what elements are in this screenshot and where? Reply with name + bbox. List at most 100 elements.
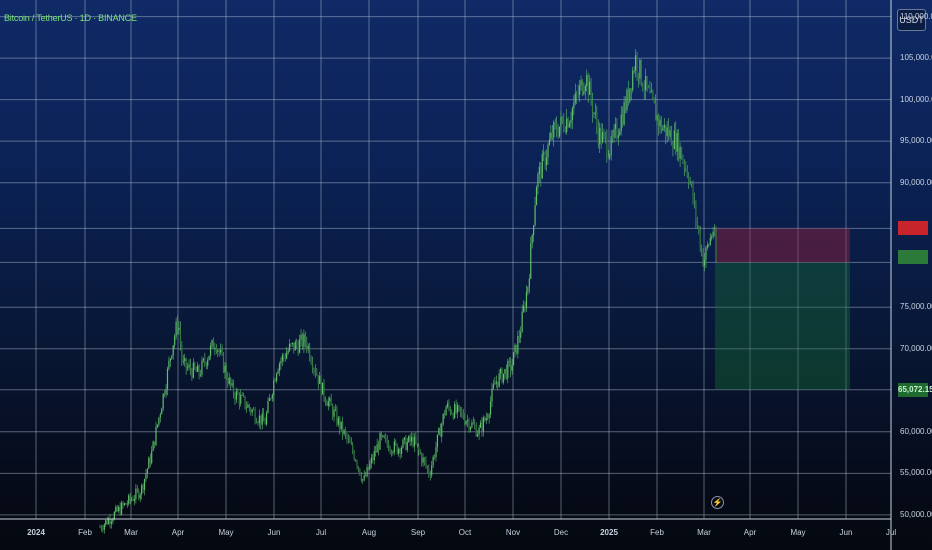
candle	[482, 415, 484, 437]
candle	[248, 403, 250, 412]
candle	[538, 161, 540, 183]
candle	[310, 355, 312, 365]
candle	[643, 80, 645, 101]
price-axis-label: 95,000.00	[900, 136, 932, 146]
candle	[554, 118, 556, 130]
stop-loss-zone[interactable]	[715, 228, 850, 263]
candle	[159, 412, 161, 423]
candle	[119, 502, 121, 516]
candle	[418, 443, 420, 456]
candle	[619, 128, 621, 137]
candle	[561, 116, 563, 124]
candle	[207, 357, 209, 370]
time-axis-label: Dec	[553, 528, 569, 537]
candle	[301, 332, 304, 350]
candle	[263, 407, 265, 422]
candle	[455, 399, 457, 415]
candle	[109, 514, 111, 529]
candle	[145, 469, 147, 483]
candle	[673, 122, 675, 150]
currency-button[interactable]: USDT	[897, 9, 926, 31]
candle	[158, 417, 160, 427]
time-axis-label: 2025	[600, 528, 618, 537]
candle	[622, 106, 624, 128]
candle	[120, 500, 123, 516]
candle	[703, 252, 706, 272]
candle	[649, 81, 651, 94]
candle	[433, 453, 436, 460]
candle	[548, 132, 551, 146]
candle	[589, 74, 591, 96]
candle	[634, 49, 637, 78]
candle	[194, 361, 196, 371]
candle	[573, 95, 575, 116]
candle	[567, 116, 569, 129]
candle	[428, 464, 430, 478]
candle	[478, 424, 480, 440]
candle	[533, 224, 535, 243]
candle	[284, 352, 286, 362]
candle	[650, 82, 652, 93]
candle	[660, 116, 663, 134]
lightning-icon[interactable]: ⚡	[711, 496, 724, 509]
candle	[666, 121, 668, 143]
candle	[444, 410, 446, 419]
candle	[398, 447, 400, 457]
candle	[218, 348, 220, 357]
time-axis-label: Feb	[650, 528, 664, 537]
candle	[377, 440, 380, 456]
candle	[198, 364, 200, 380]
candle	[169, 358, 171, 367]
candle	[502, 373, 505, 385]
candle	[415, 431, 417, 445]
candle	[291, 342, 294, 347]
candle	[465, 420, 467, 426]
candle	[367, 466, 370, 470]
candle	[214, 342, 216, 356]
candle	[702, 248, 704, 267]
candle	[426, 465, 428, 473]
candle	[475, 422, 477, 438]
candle	[319, 371, 321, 385]
candle	[352, 441, 354, 455]
candle	[225, 363, 227, 380]
candle	[181, 341, 183, 367]
candle	[166, 366, 169, 396]
candle	[175, 317, 177, 340]
candle	[247, 401, 249, 408]
candle	[512, 352, 515, 366]
target-zone[interactable]	[715, 262, 850, 390]
candle	[337, 415, 339, 428]
time-axis-label: 2024	[27, 528, 45, 537]
candle	[152, 440, 154, 452]
candle	[620, 106, 622, 136]
candle	[432, 455, 434, 468]
price-axis-label: 90,000.00	[900, 177, 932, 187]
time-axis-label: May	[790, 528, 806, 537]
candle	[706, 241, 708, 251]
price-axis-label: 75,000.00	[900, 302, 932, 312]
candle	[586, 69, 588, 92]
time-axis-label: Sep	[410, 528, 426, 537]
candle	[466, 414, 469, 428]
candle	[142, 483, 144, 494]
candle	[617, 128, 619, 146]
candle	[577, 84, 579, 99]
candle	[695, 200, 697, 229]
candle	[261, 408, 263, 430]
candle	[550, 125, 552, 141]
candle	[344, 426, 347, 439]
candle	[215, 344, 217, 354]
candle	[429, 470, 431, 481]
candle	[182, 354, 184, 365]
candle	[323, 379, 325, 402]
candle	[484, 416, 486, 422]
candle	[576, 91, 578, 104]
candle	[553, 120, 555, 147]
candle	[346, 432, 348, 444]
candle	[125, 502, 127, 505]
candle	[118, 505, 120, 513]
candle	[632, 66, 634, 93]
candle	[446, 400, 449, 409]
